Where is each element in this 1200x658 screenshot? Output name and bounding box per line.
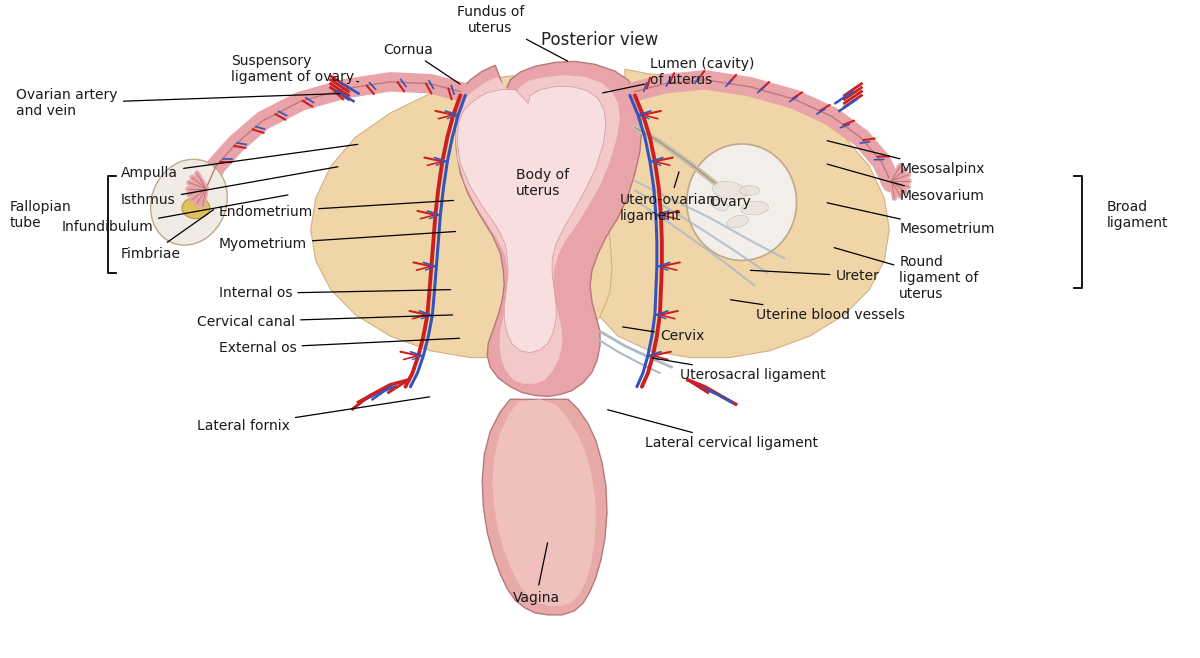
Ellipse shape bbox=[182, 197, 210, 218]
Text: Lumen (cavity)
of uterus: Lumen (cavity) of uterus bbox=[602, 57, 755, 93]
Polygon shape bbox=[588, 69, 889, 357]
Text: Infundibulum: Infundibulum bbox=[61, 195, 288, 234]
Text: Utero-ovarian
ligament: Utero-ovarian ligament bbox=[620, 172, 716, 223]
Ellipse shape bbox=[150, 159, 227, 245]
Polygon shape bbox=[492, 399, 596, 606]
Ellipse shape bbox=[686, 144, 797, 261]
Ellipse shape bbox=[713, 182, 746, 199]
Text: Ureter: Ureter bbox=[750, 269, 880, 283]
Text: Isthmus: Isthmus bbox=[121, 166, 338, 207]
Text: Vagina: Vagina bbox=[512, 543, 559, 605]
Text: Mesosalpinx: Mesosalpinx bbox=[827, 141, 985, 176]
Text: Lateral cervical ligament: Lateral cervical ligament bbox=[607, 410, 818, 450]
Polygon shape bbox=[482, 399, 607, 615]
Polygon shape bbox=[311, 69, 612, 357]
Text: Mesometrium: Mesometrium bbox=[827, 203, 995, 236]
Text: Ampulla: Ampulla bbox=[121, 144, 358, 180]
Text: External os: External os bbox=[218, 338, 460, 355]
Text: Cervical canal: Cervical canal bbox=[197, 315, 452, 328]
Text: Fallopian
tube: Fallopian tube bbox=[10, 200, 71, 230]
Text: Endometrium: Endometrium bbox=[218, 201, 454, 219]
Text: Fimbriae: Fimbriae bbox=[121, 210, 214, 261]
Text: Uterine blood vessels: Uterine blood vessels bbox=[731, 300, 905, 322]
Text: Lateral fornix: Lateral fornix bbox=[197, 397, 430, 432]
Text: Broad
ligament: Broad ligament bbox=[1106, 200, 1169, 230]
Ellipse shape bbox=[739, 186, 760, 195]
Text: Ovarian artery
and vein: Ovarian artery and vein bbox=[17, 88, 340, 118]
Text: Cervix: Cervix bbox=[623, 327, 704, 343]
Text: Myometrium: Myometrium bbox=[218, 232, 456, 251]
Text: Ovary: Ovary bbox=[709, 195, 750, 209]
Text: Internal os: Internal os bbox=[218, 286, 450, 301]
Ellipse shape bbox=[712, 199, 728, 211]
Polygon shape bbox=[455, 61, 642, 396]
Text: Posterior view: Posterior view bbox=[541, 31, 659, 49]
Ellipse shape bbox=[740, 201, 768, 215]
Text: Round
ligament of
uterus: Round ligament of uterus bbox=[834, 247, 979, 301]
Polygon shape bbox=[455, 75, 620, 384]
Text: Fundus of
uterus: Fundus of uterus bbox=[456, 5, 568, 61]
Text: Body of
uterus: Body of uterus bbox=[516, 168, 569, 198]
Text: Uterosacral ligament: Uterosacral ligament bbox=[653, 358, 826, 382]
Polygon shape bbox=[457, 87, 606, 353]
Text: Cornua: Cornua bbox=[384, 43, 460, 84]
Text: Suspensory
ligament of ovary: Suspensory ligament of ovary bbox=[230, 54, 359, 84]
Text: Mesovarium: Mesovarium bbox=[827, 164, 984, 203]
Ellipse shape bbox=[727, 215, 749, 228]
